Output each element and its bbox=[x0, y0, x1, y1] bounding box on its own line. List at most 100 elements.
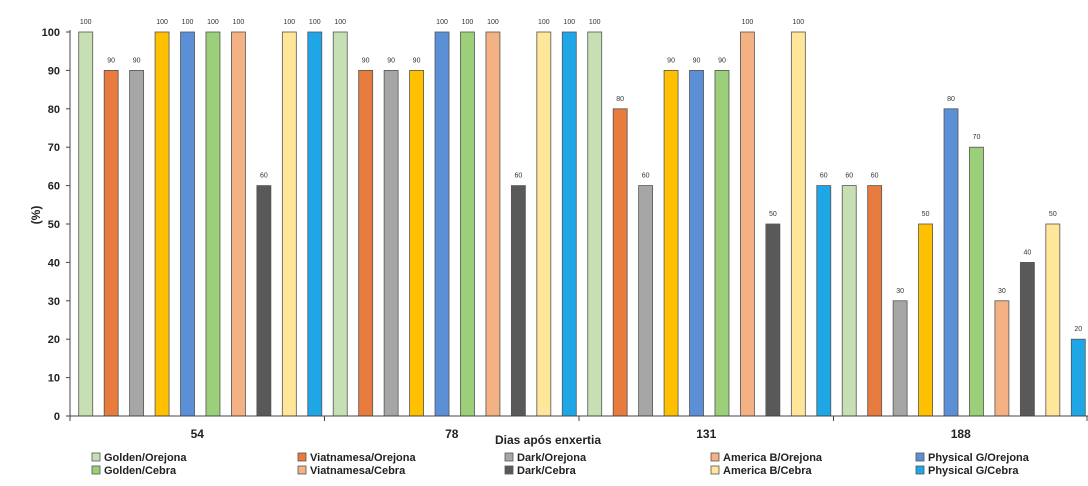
bar bbox=[969, 146, 984, 417]
data-label: 90 bbox=[718, 57, 726, 64]
data-label: 100 bbox=[233, 19, 245, 26]
data-label: 30 bbox=[998, 288, 1006, 295]
bar bbox=[740, 31, 755, 417]
y-tick-label: 40 bbox=[48, 257, 60, 269]
legend-label: Dark/Cebra bbox=[517, 465, 577, 477]
y-tick-label: 20 bbox=[48, 334, 60, 346]
data-label: 100 bbox=[283, 19, 295, 26]
bar bbox=[103, 70, 119, 417]
legend-label: Physical G/Cebra bbox=[928, 465, 1019, 477]
bar bbox=[892, 300, 908, 417]
legend-swatch bbox=[91, 452, 101, 462]
bar bbox=[485, 31, 501, 417]
legend-label: Viatnamesa/Orejona bbox=[310, 452, 416, 464]
legend-label: America B/Cebra bbox=[723, 465, 813, 477]
data-label: 90 bbox=[413, 57, 421, 64]
y-tick-label: 0 bbox=[54, 411, 60, 423]
bar bbox=[1019, 261, 1035, 417]
data-label: 60 bbox=[871, 173, 879, 180]
data-label: 50 bbox=[922, 211, 930, 218]
legend-label: Golden/Orejona bbox=[104, 452, 187, 464]
legend-label: Physical G/Orejona bbox=[928, 452, 1030, 464]
data-label: 70 bbox=[973, 134, 981, 141]
legend-label: Viatnamesa/Cebra bbox=[310, 465, 406, 477]
data-label: 90 bbox=[693, 57, 701, 64]
bar bbox=[663, 70, 679, 417]
bar bbox=[587, 31, 603, 417]
bar bbox=[307, 31, 323, 417]
y-tick-label: 80 bbox=[48, 104, 60, 116]
bar bbox=[943, 108, 959, 417]
bar bbox=[536, 31, 552, 417]
legend-label: Golden/Cebra bbox=[104, 465, 177, 477]
legend-label: Dark/Orejona bbox=[517, 452, 587, 464]
y-tick-label: 50 bbox=[48, 219, 60, 231]
bar bbox=[841, 185, 857, 417]
legend: Golden/Orejona Viatnamesa/Orejona Dark/Ore… bbox=[91, 452, 1030, 477]
x-category-label: 131 bbox=[696, 427, 716, 441]
bar bbox=[129, 70, 145, 417]
bar bbox=[383, 70, 399, 417]
plot-area: 100 90 90 100 100 100 100 60 100 100 100 90 90 90 100 1… bbox=[78, 19, 1086, 417]
legend-swatch bbox=[297, 465, 307, 475]
bar bbox=[180, 31, 195, 417]
bar bbox=[205, 31, 221, 417]
data-label: 100 bbox=[156, 19, 168, 26]
bar bbox=[409, 70, 424, 417]
bar bbox=[561, 31, 577, 417]
data-label: 80 bbox=[947, 96, 955, 103]
data-label: 20 bbox=[1074, 326, 1082, 333]
data-label: 100 bbox=[207, 19, 219, 26]
data-label: 80 bbox=[616, 96, 624, 103]
bar bbox=[256, 185, 272, 417]
bar bbox=[638, 185, 654, 417]
data-label: 50 bbox=[1049, 211, 1057, 218]
bar bbox=[332, 31, 348, 417]
bar bbox=[460, 31, 475, 417]
bar bbox=[154, 31, 170, 417]
data-label: 100 bbox=[436, 19, 448, 26]
legend-swatch bbox=[710, 465, 720, 475]
bar bbox=[790, 31, 806, 417]
data-label: 90 bbox=[387, 57, 395, 64]
bar bbox=[78, 31, 94, 417]
y-tick-label: 30 bbox=[48, 296, 60, 308]
legend-swatch bbox=[710, 452, 720, 462]
bar bbox=[231, 31, 246, 417]
data-label: 100 bbox=[742, 19, 754, 26]
bar bbox=[612, 108, 628, 417]
bar bbox=[510, 185, 526, 417]
bar bbox=[689, 70, 704, 417]
data-label: 100 bbox=[462, 19, 474, 26]
y-tick-label: 70 bbox=[48, 142, 60, 154]
legend-swatch bbox=[504, 452, 514, 462]
bar bbox=[434, 31, 450, 417]
bar bbox=[918, 223, 933, 417]
y-axis: 0 10 20 30 40 50 60 70 80 90 100 bbox=[42, 27, 71, 423]
y-tick-label: 10 bbox=[48, 373, 60, 385]
data-label: 100 bbox=[309, 19, 321, 26]
data-label: 90 bbox=[133, 57, 141, 64]
legend-swatch bbox=[915, 465, 925, 475]
y-tick-label: 90 bbox=[48, 65, 60, 77]
data-label: 100 bbox=[792, 19, 804, 26]
data-label: 60 bbox=[845, 173, 853, 180]
bar bbox=[765, 223, 781, 417]
data-label: 100 bbox=[589, 19, 601, 26]
data-label: 90 bbox=[107, 57, 115, 64]
legend-swatch bbox=[91, 465, 101, 475]
y-tick-label: 60 bbox=[48, 181, 60, 193]
data-label: 50 bbox=[769, 211, 777, 218]
x-axis-title: Dias após enxertia bbox=[495, 433, 601, 447]
data-label: 30 bbox=[896, 288, 904, 295]
x-category-label: 54 bbox=[191, 427, 205, 441]
bar bbox=[281, 31, 297, 417]
bar bbox=[1045, 223, 1061, 417]
data-label: 40 bbox=[1023, 249, 1031, 256]
bar bbox=[714, 70, 730, 417]
legend-label: America B/Orejona bbox=[723, 452, 823, 464]
data-label: 60 bbox=[514, 173, 522, 180]
legend-swatch bbox=[915, 452, 925, 462]
legend-swatch bbox=[297, 452, 307, 462]
